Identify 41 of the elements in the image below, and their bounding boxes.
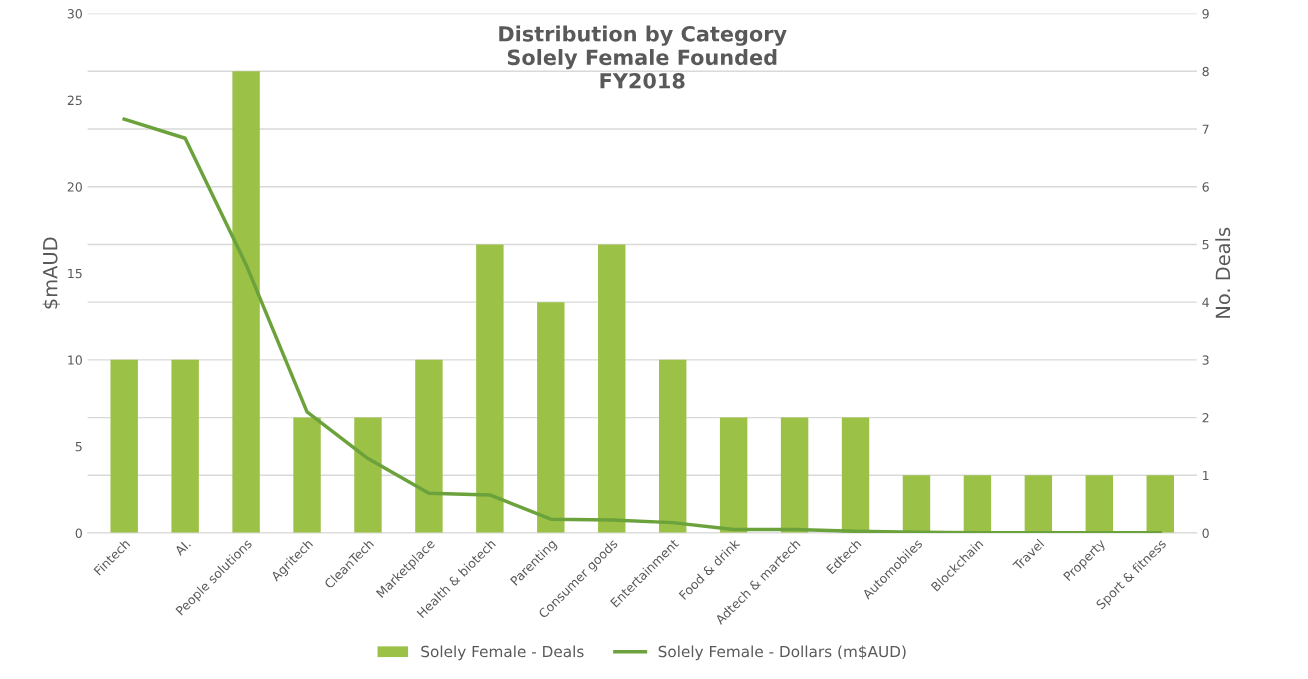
y-tick-label: 25 xyxy=(67,95,82,106)
y2-tick-label: 6 xyxy=(1202,182,1209,192)
bar xyxy=(1024,475,1053,534)
y2-tick-label: 0 xyxy=(1202,528,1209,538)
y-tick-label: 30 xyxy=(67,9,82,19)
legend-label: Solely Female - Deals xyxy=(421,645,584,661)
bar xyxy=(719,417,748,534)
bar xyxy=(1146,475,1174,534)
y2-tick-label: 7 xyxy=(1202,124,1209,134)
y2-tick-label: 3 xyxy=(1202,355,1209,365)
bar xyxy=(354,417,382,534)
y-tick-label: 15 xyxy=(68,268,82,279)
line-series xyxy=(122,117,1162,534)
bar xyxy=(171,359,199,534)
y2-tick-label: 8 xyxy=(1202,66,1209,77)
y2-tick-label: 5 xyxy=(1202,240,1209,250)
y2-axis-title: No. Deals xyxy=(1215,227,1231,318)
bar xyxy=(293,417,321,534)
y2-tick-label: 9 xyxy=(1202,9,1209,19)
bar xyxy=(1085,475,1114,534)
bar xyxy=(537,302,565,534)
bar xyxy=(110,359,138,534)
text: Distribution by Category Solely Female Founded FY2018 xyxy=(499,25,787,89)
legend-label: Solely Female - Dollars (m$AUD) xyxy=(658,645,906,661)
y-axis-title: $mAUD xyxy=(42,237,61,309)
y-tick-label: 20 xyxy=(67,182,82,192)
bar xyxy=(658,359,687,534)
x-tick-label: AI. xyxy=(174,539,191,556)
y2-tick-label: 2 xyxy=(1202,413,1209,423)
bar xyxy=(963,475,992,534)
bar xyxy=(476,244,504,534)
bar xyxy=(232,71,260,534)
bar xyxy=(415,359,443,534)
y2-tick-label: 4 xyxy=(1202,297,1209,307)
y-tick-label: 0 xyxy=(75,528,82,538)
y2-tick-label: 1 xyxy=(1203,470,1209,481)
y-tick-label: 5 xyxy=(75,442,82,452)
bar xyxy=(902,475,931,534)
y-tick-label: 10 xyxy=(68,355,82,365)
bar xyxy=(598,244,626,534)
bar xyxy=(780,417,809,534)
